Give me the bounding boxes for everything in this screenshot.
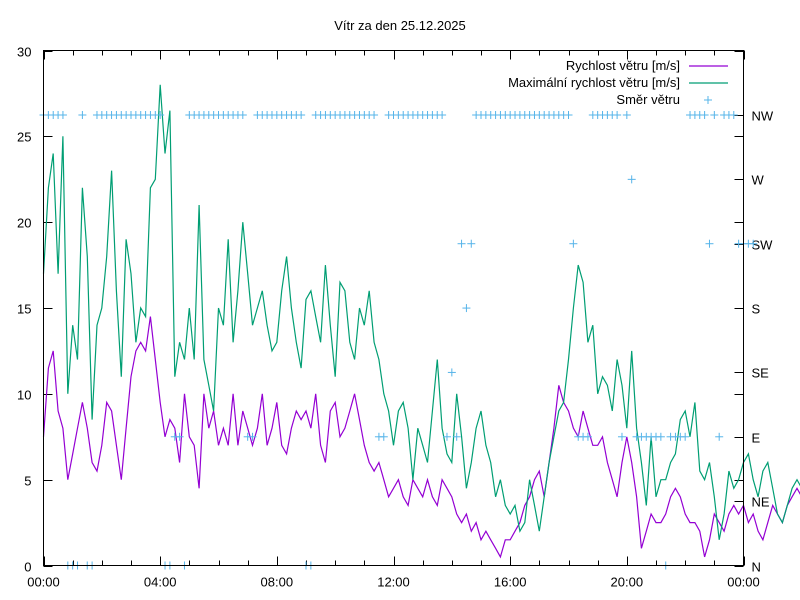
direction-point	[442, 432, 451, 441]
y2-tick-label: NE	[752, 495, 770, 510]
direction-point	[617, 432, 626, 441]
y-tick-label: 15	[17, 302, 31, 317]
direction-point	[248, 432, 257, 441]
y-tick-label: 5	[24, 474, 31, 489]
chart-title: Vítr za den 25.12.2025	[334, 18, 466, 33]
direction-point	[681, 432, 690, 441]
direction-point	[238, 111, 247, 119]
direction-point	[156, 111, 165, 119]
direction-point	[467, 239, 476, 248]
direction-point	[175, 432, 184, 441]
y-tick-label: 0	[24, 560, 31, 575]
legend-label-direction: Směr větru	[616, 92, 680, 107]
axes-layer: 0 5 10 15 20 25 30 N NE E SE S SW W NW 00:00 04:00 08:00 1…	[17, 45, 774, 590]
direction-point	[58, 111, 67, 119]
x-tick-label: 04:00	[144, 575, 177, 590]
y2-tick-label: SE	[752, 366, 770, 381]
direction-point	[438, 111, 447, 119]
direction-point	[749, 239, 758, 248]
y-tick-label: 20	[17, 216, 31, 231]
direction-point	[370, 111, 379, 119]
direction-point	[457, 239, 466, 248]
plot-frame	[43, 50, 744, 566]
direction-point	[627, 175, 636, 184]
x-tick-label: 00:00	[27, 575, 60, 590]
legend-swatch-direction	[704, 96, 712, 104]
x-tick-label: 08:00	[261, 575, 294, 590]
direction-point	[78, 111, 87, 119]
x-tick-label: 20:00	[611, 575, 644, 590]
direction-point	[564, 111, 573, 119]
direction-point	[622, 111, 631, 119]
direction-point	[297, 111, 306, 119]
legend-label-speed: Rychlost větru [m/s]	[566, 58, 680, 73]
y-tick-label: 25	[17, 130, 31, 145]
direction-point	[700, 111, 709, 119]
direction-point	[379, 432, 388, 441]
direction-point	[613, 111, 622, 119]
direction-point	[656, 432, 665, 441]
series-line-speed	[42, 316, 800, 559]
y-tick-label: 10	[17, 388, 31, 403]
series-layer	[39, 84, 800, 570]
y2-tick-label: NW	[752, 109, 774, 124]
series-line-gust	[42, 84, 800, 540]
x-tick-label: 00:00	[727, 575, 760, 590]
x-tick-label: 12:00	[377, 575, 410, 590]
y2-tick-label: S	[752, 302, 761, 317]
direction-point	[462, 304, 471, 313]
y2-tick-label: N	[752, 560, 761, 575]
x-tick-label: 16:00	[494, 575, 527, 590]
y2-tick-label: E	[752, 431, 761, 446]
legend: Rychlost větru [m/s] Maximální rychlost …	[508, 58, 728, 107]
direction-point	[715, 432, 724, 441]
direction-point	[452, 432, 461, 441]
y-tick-label: 30	[17, 45, 31, 60]
direction-point	[705, 239, 714, 248]
legend-label-gust: Maximální rychlost větru [m/s]	[508, 75, 680, 90]
y2-tick-label: SW	[752, 238, 774, 253]
direction-point	[583, 432, 592, 441]
direction-point	[729, 111, 738, 119]
direction-point	[447, 368, 456, 377]
direction-point	[569, 239, 578, 248]
direction-point	[710, 111, 719, 119]
y2-tick-label: W	[752, 173, 765, 188]
